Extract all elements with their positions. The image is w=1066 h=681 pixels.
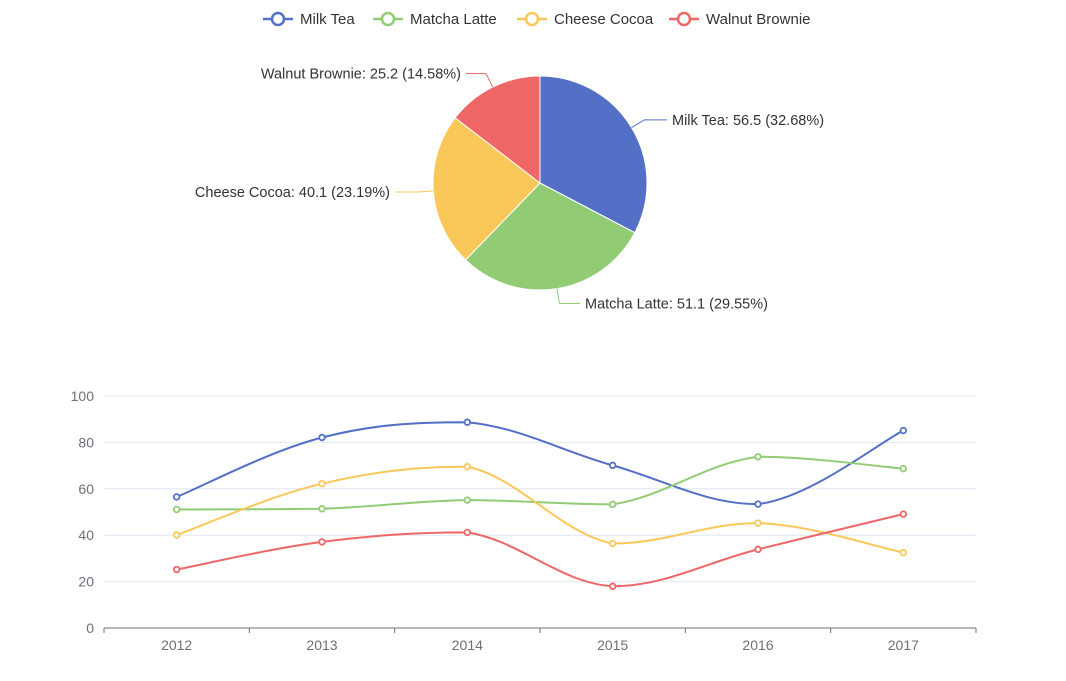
line-chart: 0 20 40 60 80 100 2012 2013 2014 2015 2016 2017 xyxy=(71,388,977,653)
data-point-cheese-cocoa[interactable] xyxy=(608,539,617,548)
pie-label-matcha-latte: Matcha Latte: 51.1 (29.55%) xyxy=(585,296,768,312)
data-point-cheese-cocoa[interactable] xyxy=(172,531,181,539)
data-point-matcha-latte[interactable] xyxy=(899,464,908,473)
pie-slice-walnut-brownie[interactable] xyxy=(454,75,541,185)
pie-leader-line xyxy=(631,119,667,129)
data-point-matcha-latte[interactable] xyxy=(318,505,326,513)
y-tick-label: 100 xyxy=(71,388,95,404)
series-line-walnut-brownie xyxy=(176,513,904,588)
legend-swatch-icon xyxy=(373,11,403,27)
pie-label-cheese-cocoa: Cheese Cocoa: 40.1 (23.19%) xyxy=(195,185,390,201)
data-point-walnut-brownie[interactable] xyxy=(463,528,472,537)
data-point-walnut-brownie[interactable] xyxy=(318,538,326,546)
legend-label: Milk Tea xyxy=(300,10,355,28)
pie-leader-line xyxy=(556,288,580,304)
y-tick-label: 0 xyxy=(86,620,94,636)
pie-slice-matcha-latte[interactable] xyxy=(464,182,636,291)
data-point-walnut-brownie[interactable] xyxy=(608,582,617,590)
legend-label: Cheese Cocoa xyxy=(554,10,654,28)
data-point-milk-tea[interactable] xyxy=(463,418,472,426)
legend-swatch-icon xyxy=(669,11,699,27)
data-point-milk-tea[interactable] xyxy=(172,493,181,501)
x-tick-label: 2012 xyxy=(161,637,192,653)
data-point-matcha-latte[interactable] xyxy=(172,505,181,514)
data-point-milk-tea[interactable] xyxy=(899,426,908,435)
series-line-milk-tea xyxy=(176,421,904,506)
legend-swatch-icon xyxy=(517,11,547,27)
x-tick-label: 2013 xyxy=(306,637,337,653)
data-point-cheese-cocoa[interactable] xyxy=(318,479,326,488)
data-point-milk-tea[interactable] xyxy=(754,500,762,508)
data-point-matcha-latte[interactable] xyxy=(608,500,617,509)
pie-label-milk-tea: Milk Tea: 56.5 (32.68%) xyxy=(672,113,824,129)
pie-label-walnut-brownie: Walnut Brownie: 25.2 (14.58%) xyxy=(261,67,461,83)
x-tick-label: 2017 xyxy=(888,637,919,653)
data-point-milk-tea[interactable] xyxy=(608,461,617,470)
data-point-cheese-cocoa[interactable] xyxy=(899,548,908,557)
x-tick-label: 2016 xyxy=(742,637,773,653)
pie-leader-line xyxy=(466,73,494,88)
series-line-cheese-cocoa xyxy=(176,465,904,554)
y-tick-label: 80 xyxy=(78,434,94,450)
pie-leader-line xyxy=(395,190,434,193)
data-point-walnut-brownie[interactable] xyxy=(899,510,908,518)
pie-slice-cheese-cocoa[interactable] xyxy=(432,117,541,261)
legend-item-milk-tea[interactable]: Milk Tea xyxy=(262,6,355,32)
chart-legend: Milk Tea Matcha Latte Cheese Cocoa Walnu… xyxy=(0,6,1066,32)
data-point-matcha-latte[interactable] xyxy=(754,453,762,461)
legend-swatch-icon xyxy=(263,11,293,27)
data-point-walnut-brownie[interactable] xyxy=(172,565,181,574)
y-tick-label: 20 xyxy=(78,574,94,590)
x-tick-label: 2014 xyxy=(452,637,483,653)
legend-item-walnut-brownie[interactable]: Walnut Brownie xyxy=(668,6,811,32)
data-point-milk-tea[interactable] xyxy=(318,433,326,442)
x-tick-label: 2015 xyxy=(597,637,628,653)
pie-slice-milk-tea[interactable] xyxy=(539,75,648,234)
legend-item-cheese-cocoa[interactable]: Cheese Cocoa xyxy=(516,6,653,32)
data-point-cheese-cocoa[interactable] xyxy=(463,463,472,471)
data-point-matcha-latte[interactable] xyxy=(463,496,472,504)
legend-label: Walnut Brownie xyxy=(706,10,811,28)
legend-item-matcha-latte[interactable]: Matcha Latte xyxy=(372,6,497,32)
y-tick-label: 40 xyxy=(78,527,94,543)
pie-chart: Milk Tea: 56.5 (32.68%) Matcha Latte: 51.… xyxy=(195,67,824,313)
series-line-matcha-latte xyxy=(176,455,904,511)
y-tick-label: 60 xyxy=(78,481,94,497)
data-point-walnut-brownie[interactable] xyxy=(754,545,762,554)
data-point-cheese-cocoa[interactable] xyxy=(754,519,762,527)
legend-label: Matcha Latte xyxy=(410,10,497,28)
